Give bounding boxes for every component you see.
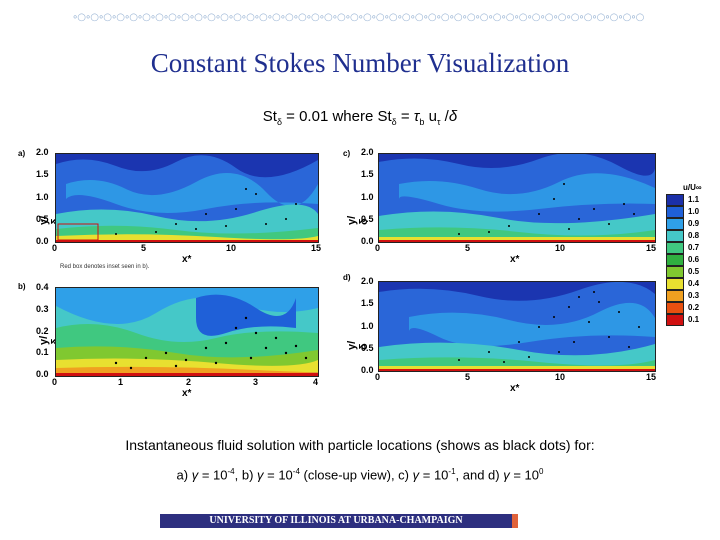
legend-swatch (666, 302, 684, 314)
panel-d-xtick: 5 (465, 372, 471, 382)
panel-d-ytick: 2.0 (361, 276, 374, 286)
legend-swatch (666, 230, 684, 242)
footer-accent-bar (512, 514, 518, 528)
panel-d-label: d) (343, 273, 351, 282)
legend-value: 0.3 (688, 291, 700, 300)
panel-d-ytick: 1.5 (361, 298, 374, 308)
panel-a-label: a) (18, 149, 26, 158)
legend-swatch (666, 218, 684, 230)
caption-line-1: Instantaneous fluid solution with partic… (125, 437, 595, 453)
legend-swatch (666, 290, 684, 302)
panel-b-label: b) (18, 282, 26, 291)
legend-value: 0.6 (688, 255, 700, 264)
legend-value: 0.5 (688, 267, 700, 276)
panel-d-contour-image (379, 282, 655, 371)
panel-a-xtick: 15 (311, 243, 322, 253)
panel-c-ytick: 0.0 (361, 236, 374, 246)
panel-b-xtick: 1 (118, 377, 124, 387)
inset-note: Red box denotes inset seen in b). (60, 264, 150, 270)
panel-a-xtick: 0 (52, 243, 58, 253)
legend-swatch (666, 278, 684, 290)
legend-value: 0.7 (688, 243, 700, 252)
panel-c-xlabel: x* (510, 254, 520, 265)
legend-value: 0.8 (688, 231, 700, 240)
legend-value: 0.9 (688, 219, 700, 228)
legend-swatch (666, 314, 684, 326)
panel-b-ytick: 0.4 (36, 282, 49, 292)
legend-swatch (666, 206, 684, 218)
legend-swatch (666, 194, 684, 206)
panel-b-xtick: 3 (253, 377, 259, 387)
legend-value: 0.4 (688, 279, 700, 288)
panel-a-velocity-field (55, 153, 319, 243)
panel-d-ytick: 0.5 (361, 343, 374, 353)
panel-a-ytick: 1.5 (36, 169, 49, 179)
panel-b-ytick: 0.2 (36, 326, 49, 336)
decorative-circle-border: ∘○∘○∘○∘○∘○∘○∘○∘○∘○∘○∘○∘○∘○∘○∘○∘○∘○∘○∘○∘○… (72, 12, 644, 23)
panel-a-xtick: 5 (141, 243, 147, 253)
panel-c-ytick: 1.5 (361, 169, 374, 179)
panel-c-ytick: 0.5 (361, 214, 374, 224)
panel-d-ytick: 0.0 (361, 365, 374, 375)
legend-swatch (666, 242, 684, 254)
panel-c-label: c) (343, 149, 351, 158)
panel-c-xtick: 0 (375, 243, 381, 253)
panel-a-xlabel: x* (182, 254, 192, 265)
panel-b-ytick: 0.1 (36, 347, 49, 357)
slide-title: Constant Stokes Number Visualization (150, 48, 570, 78)
panel-c-ytick: 1.0 (361, 192, 374, 202)
panel-d-xlabel: x* (510, 383, 520, 394)
panel-a-ytick: 0.5 (36, 214, 49, 224)
panel-b-contour-image (56, 288, 318, 376)
panel-b-xtick: 0 (52, 377, 58, 387)
panel-d-xtick: 10 (555, 372, 566, 382)
panel-c-xtick: 15 (646, 243, 657, 253)
panel-b-xlabel: x* (182, 388, 192, 399)
panel-b-velocity-field (55, 287, 319, 377)
legend-value: 1.0 (688, 207, 700, 216)
panel-a-xtick: 10 (226, 243, 237, 253)
legend-title: u/U∞ (683, 183, 702, 192)
panel-a-contour-image (56, 154, 318, 242)
panel-c-ytick: 2.0 (361, 147, 374, 157)
legend-swatch (666, 266, 684, 278)
panel-b-xtick: 2 (186, 377, 192, 387)
panel-c-xtick: 5 (465, 243, 471, 253)
panel-d-xtick: 15 (646, 372, 657, 382)
panel-d-xtick: 0 (375, 372, 381, 382)
stokes-number-definition: Stδ = 0.01 where Stδ = τb uτ /δ (262, 108, 458, 127)
legend-value: 0.2 (688, 303, 700, 312)
panel-b-ytick: 0.3 (36, 304, 49, 314)
panel-c-xtick: 10 (555, 243, 566, 253)
panel-d-ytick: 1.0 (361, 321, 374, 331)
legend-swatch (666, 254, 684, 266)
panel-a-ytick: 0.0 (36, 236, 49, 246)
legend-value: 1.1 (688, 195, 700, 204)
panel-c-contour-image (379, 154, 655, 242)
panel-c-velocity-field (378, 153, 656, 243)
legend-value: 0.1 (688, 315, 700, 324)
panel-a-ytick: 1.0 (36, 192, 49, 202)
panel-b-ytick: 0.0 (36, 369, 49, 379)
caption-line-2: a) γ = 10-4, b) γ = 10-4 (close-up view)… (176, 467, 544, 483)
panel-d-velocity-field (378, 281, 656, 372)
panel-b-xtick: 4 (313, 377, 319, 387)
panel-a-ytick: 2.0 (36, 147, 49, 157)
university-footer: UNIVERSITY OF ILLINOIS AT URBANA-CHAMPAI… (160, 514, 512, 528)
